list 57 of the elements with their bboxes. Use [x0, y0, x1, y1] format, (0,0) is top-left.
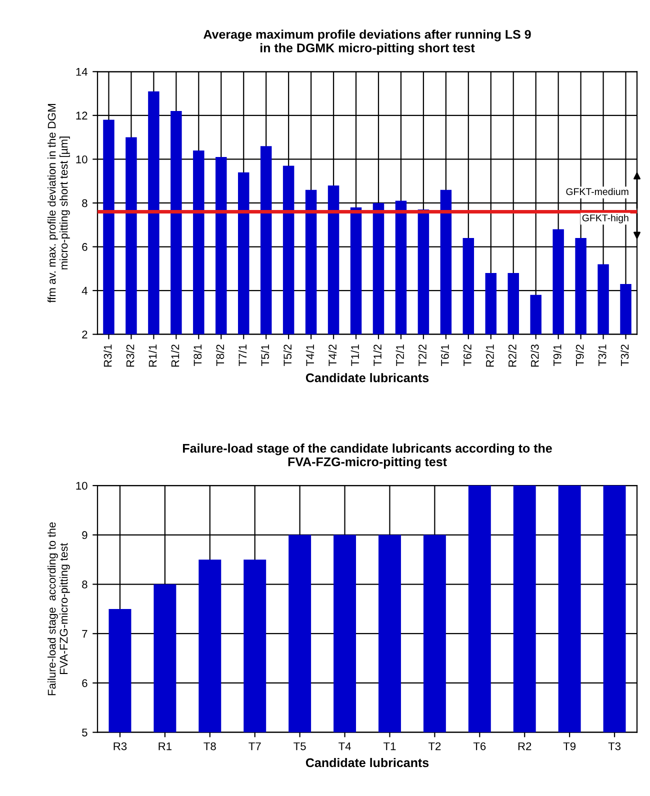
- x-axis-title: Candidate lubricants: [306, 758, 429, 768]
- x-tick-label: T9: [563, 742, 576, 750]
- x-tick-label: T9/1: [553, 344, 562, 366]
- x-tick-label: T5/2: [283, 344, 292, 366]
- x-tick-label: T4/2: [328, 344, 337, 366]
- y-tick-label: 8: [82, 580, 88, 588]
- y-tick-label: 5: [82, 728, 88, 736]
- x-tick-label: R1/2: [171, 344, 180, 367]
- chart-title: Average maximum profile deviations after running LS 9 in the DGMK micro-pitting short test: [204, 30, 531, 55]
- chart-title: Failure-load stage of the candidate lubricants according to the FVA-FZG-micro-pitting test: [183, 444, 552, 469]
- y-tick-label: 10: [76, 155, 88, 164]
- x-tick-label: T4: [338, 742, 351, 750]
- x-tick-label: R3/1: [104, 344, 112, 367]
- y-tick-label: 2: [82, 330, 88, 338]
- x-tick-label: T8: [204, 742, 216, 750]
- y-tick-label: 9: [82, 531, 88, 540]
- x-tick-label: T5/1: [260, 344, 270, 366]
- x-tick-label: T6: [473, 742, 486, 750]
- x-tick-label: T1/2: [373, 344, 382, 366]
- y-tick-label: 7: [82, 630, 88, 638]
- x-tick-label: T2: [428, 742, 441, 750]
- x-tick-label: R1: [158, 742, 172, 750]
- x-tick-label: T3: [608, 742, 621, 750]
- x-tick-label: T9/2: [576, 344, 584, 366]
- x-tick-label: R3: [114, 742, 127, 750]
- annotation: GFKT-medium: [566, 188, 628, 196]
- y-tick-label: 4: [82, 286, 88, 295]
- y-tick-label: 10: [76, 482, 88, 490]
- x-tick-label: R1/1: [148, 344, 157, 367]
- x-tick-label: R2/2: [508, 344, 516, 367]
- y-tick-label: 14: [76, 68, 88, 76]
- y-tick-label: 12: [76, 112, 88, 120]
- x-tick-label: T7: [248, 742, 261, 750]
- x-tick-label: T8/2: [216, 344, 224, 366]
- x-tick-label: T5: [294, 742, 306, 750]
- x-tick-label: T3/2: [620, 344, 629, 366]
- x-tick-label: T7/1: [238, 344, 247, 366]
- x-tick-label: T3/1: [598, 344, 606, 366]
- x-tick-label: R3/2: [126, 344, 134, 367]
- y-tick-label: 6: [82, 679, 88, 688]
- y-tick-label: 6: [82, 243, 88, 251]
- y-axis-title: Failure-load stage according to the FVA-FZG-micro-pitting test: [48, 522, 70, 696]
- x-tick-label: T1/1: [350, 344, 359, 366]
- y-axis-title: ffm av. max. profile deviation in the DGM micro-pitting short test [µm]: [48, 104, 70, 303]
- x-tick-label: T6/2: [463, 344, 472, 366]
- x-tick-label: T8/1: [193, 344, 202, 366]
- x-tick-label: R2: [518, 742, 532, 750]
- annotation: GFKT-high: [582, 214, 628, 224]
- x-tick-label: R2/3: [530, 344, 539, 367]
- x-tick-label: R2/1: [486, 344, 494, 367]
- x-tick-label: T2/1: [396, 344, 404, 366]
- y-tick-label: 8: [82, 199, 88, 208]
- x-tick-label: T4/1: [306, 344, 314, 366]
- x-axis-title: Candidate lubricants: [306, 373, 429, 382]
- x-tick-label: T6/1: [440, 344, 449, 366]
- x-tick-label: T1: [383, 742, 396, 750]
- x-tick-label: T2/2: [418, 344, 426, 366]
